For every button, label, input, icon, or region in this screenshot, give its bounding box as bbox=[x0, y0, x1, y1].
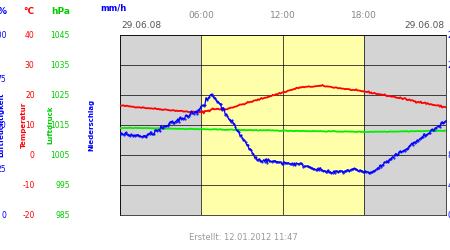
Text: -10: -10 bbox=[22, 180, 35, 190]
Text: 50: 50 bbox=[0, 120, 6, 130]
Text: 12: 12 bbox=[448, 120, 450, 130]
Text: 10: 10 bbox=[25, 120, 35, 130]
Text: 985: 985 bbox=[55, 210, 70, 220]
Text: 06:00: 06:00 bbox=[189, 11, 214, 20]
Text: 18:00: 18:00 bbox=[351, 11, 377, 20]
Text: Temperatur: Temperatur bbox=[20, 102, 27, 148]
Text: 0: 0 bbox=[30, 150, 35, 160]
Text: -20: -20 bbox=[22, 210, 35, 220]
Text: 1035: 1035 bbox=[50, 60, 70, 70]
Text: Niederschlag: Niederschlag bbox=[88, 99, 94, 151]
Text: 40: 40 bbox=[25, 30, 35, 40]
Text: 12:00: 12:00 bbox=[270, 11, 296, 20]
Text: %: % bbox=[0, 7, 6, 16]
Text: 16: 16 bbox=[448, 90, 450, 100]
Text: 30: 30 bbox=[25, 60, 35, 70]
Text: Luftdruck: Luftdruck bbox=[47, 106, 54, 144]
Text: °C: °C bbox=[23, 7, 35, 16]
Text: 100: 100 bbox=[0, 30, 6, 40]
Text: 25: 25 bbox=[0, 166, 6, 174]
Text: 29.06.08: 29.06.08 bbox=[405, 21, 445, 30]
Text: Luftfeuchtigkeit: Luftfeuchtigkeit bbox=[0, 93, 5, 157]
Text: 1025: 1025 bbox=[50, 90, 70, 100]
Text: 8: 8 bbox=[448, 150, 450, 160]
Text: 24: 24 bbox=[448, 30, 450, 40]
Text: 0: 0 bbox=[1, 210, 6, 220]
Text: hPa: hPa bbox=[51, 7, 70, 16]
Text: mm/h: mm/h bbox=[100, 4, 126, 13]
Text: 20: 20 bbox=[448, 60, 450, 70]
Text: 29.06.08: 29.06.08 bbox=[121, 21, 161, 30]
Text: 1015: 1015 bbox=[50, 120, 70, 130]
Text: 4: 4 bbox=[448, 180, 450, 190]
Text: 1045: 1045 bbox=[50, 30, 70, 40]
Text: 0: 0 bbox=[448, 210, 450, 220]
Text: 1005: 1005 bbox=[50, 150, 70, 160]
Text: 75: 75 bbox=[0, 76, 6, 84]
Bar bbox=[202, 35, 364, 215]
Text: Erstellt: 12.01.2012 11:47: Erstellt: 12.01.2012 11:47 bbox=[189, 234, 298, 242]
Text: 995: 995 bbox=[55, 180, 70, 190]
Text: 20: 20 bbox=[25, 90, 35, 100]
